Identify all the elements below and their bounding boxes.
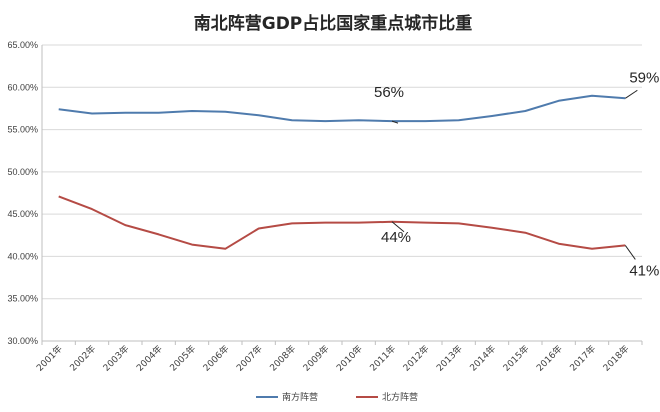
legend-label: 南方阵营 [282,391,318,403]
x-tick-label: 2009年 [300,343,331,374]
x-tick-label: 2003年 [100,343,131,374]
series-lines [58,94,626,250]
y-tick-label: 45.00% [7,209,38,219]
y-tick-label: 40.00% [7,251,38,261]
x-tick-label: 2013年 [434,343,465,374]
grid [42,44,642,300]
y-tick-label: 65.00% [7,40,38,50]
legend: 南方阵营 北方阵营 [256,391,418,403]
x-tick-label: 2016年 [534,343,565,374]
x-tick-label: 2007年 [234,343,265,374]
annotation-label: 41% [629,262,659,279]
x-tick-label: 2006年 [200,343,231,374]
annotation-label: 59% [629,69,659,86]
x-tick-label: 2008年 [267,343,298,374]
y-tick-label: 50.00% [7,167,38,177]
series-line-1 [58,195,626,250]
y-tick-label: 60.00% [7,82,38,92]
annotation-leader [391,221,405,233]
x-tick-label: 2001年 [34,343,65,374]
x-tick-label: 2011年 [367,343,398,374]
chart-title: 南北阵营GDP占比国家重点城市比重 [194,13,473,34]
y-axis: 30.00% 35.00% 40.00% 45.00% 50.00% 55.00% 60.0… [7,40,43,346]
annotations: 56% 59% 44% 41% [374,69,659,279]
x-tick-label: 2010年 [334,343,365,374]
x-tick-label: 2002年 [67,343,98,374]
x-tick-label: 2005年 [167,343,198,374]
x-tick-label: 2012年 [400,343,431,374]
y-tick-label: 55.00% [7,125,38,135]
annotation-label: 56% [374,84,404,101]
x-tick-label: 2004年 [134,343,165,374]
annotation-leader [624,245,636,260]
x-tick-label: 2014年 [467,343,498,374]
legend-label: 北方阵营 [382,391,418,403]
x-tick-label: 2018年 [600,343,631,374]
x-axis: 2001年 2002年 2003年 2004年 2005年 2006年 2007年 2008年… [34,340,643,374]
x-tick-label: 2017年 [567,343,598,374]
x-tick-label: 2015年 [500,343,531,374]
y-tick-label: 35.00% [7,294,38,304]
annotation-label: 44% [381,229,411,246]
series-line-0 [58,94,626,123]
y-tick-label: 30.00% [7,336,38,346]
annotation-leader [391,120,399,124]
annotation-leader [625,89,638,99]
